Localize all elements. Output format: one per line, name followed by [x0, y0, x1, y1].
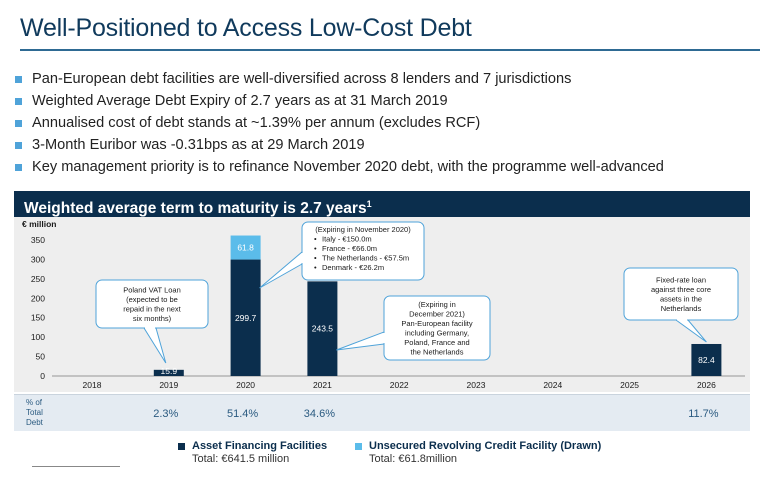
bar-value-label: 299.7: [235, 313, 257, 323]
callout-seam: [677, 318, 687, 321]
callout-pointer-dec2021: [336, 331, 385, 351]
callout-bullet-dot: •: [314, 263, 317, 272]
callout-text: six months): [133, 314, 172, 323]
y-tick-label: 350: [31, 235, 45, 245]
callout-seam: [383, 333, 386, 343]
callout-text: The Netherlands - €57.5m: [322, 254, 409, 263]
x-tick-label: 2018: [83, 380, 102, 390]
bullet-square-icon: [15, 120, 22, 127]
pct-row-label: Debt: [26, 418, 44, 427]
bullet-square-icon: [15, 142, 22, 149]
callout-text: Denmark - €26.2m: [322, 263, 384, 272]
bullet-square-icon: [15, 164, 22, 171]
callout-text: assets in the: [660, 295, 702, 304]
callout-text: Poland VAT Loan: [123, 286, 181, 295]
y-tick-label: 150: [31, 313, 45, 323]
callout-bullet-dot: •: [314, 254, 317, 263]
legend-rcf-swatch: [355, 443, 362, 450]
x-tick-label: 2023: [467, 380, 486, 390]
bullet-item: Weighted Average Debt Expiry of 2.7 year…: [14, 90, 664, 112]
callout-text: Poland, France and: [404, 338, 469, 347]
x-tick-label: 2025: [620, 380, 639, 390]
x-tick-label: 2021: [313, 380, 332, 390]
callout-text: France - €66.0m: [322, 244, 377, 253]
callout-box-nov2020: [301, 221, 425, 281]
bullet-item: Pan-European debt facilities are well-di…: [14, 68, 664, 90]
x-tick-label: 2024: [543, 380, 562, 390]
callout-text: the Netherlands: [411, 348, 464, 357]
callout-bullet-dot: •: [314, 235, 317, 244]
legend-rcf-label: Unsecured Revolving Credit Facility (Dra…: [369, 440, 602, 452]
callout-pointer-fixed2026: [674, 319, 707, 343]
bar-value-label: 243.5: [312, 324, 334, 334]
pct-of-total-value: 11.7%: [688, 408, 719, 420]
pct-of-total-value: 34.6%: [304, 408, 335, 420]
bullet-square-icon: [15, 76, 22, 83]
bullet-item: 3-Month Euribor was -0.31bps as at 29 Ma…: [14, 134, 664, 156]
bar-asset-2020: [230, 259, 261, 376]
callout-text: including Germany,: [405, 329, 469, 338]
callout-text: (Expiring in November 2020): [315, 225, 411, 234]
footnote-rule: [32, 466, 120, 467]
chart-banner: Weighted average term to maturity is 2.7…: [14, 191, 750, 217]
callout-text: Pan-European facility: [401, 319, 473, 328]
callout-seam: [301, 253, 304, 263]
callout-text: (Expiring in: [418, 300, 456, 309]
page-title: Well-Positioned to Access Low-Cost Debt: [20, 14, 472, 42]
y-tick-label: 0: [40, 371, 45, 381]
callout-text: Netherlands: [661, 304, 702, 313]
callout-pointer-nov2020: [259, 250, 303, 289]
y-tick-label: 200: [31, 293, 45, 303]
x-tick-label: 2019: [159, 380, 178, 390]
y-tick-label: 300: [31, 254, 45, 264]
bar-rcf-2020: [230, 235, 261, 260]
bar-value-label: 61.8: [237, 243, 254, 253]
callout-pointer-poland: [143, 327, 167, 364]
callout-text: repaid in the next: [123, 305, 181, 314]
pct-of-total-value: 51.4%: [227, 408, 258, 420]
x-tick-label: 2026: [697, 380, 716, 390]
pct-row-label: Total: [26, 408, 43, 417]
callout-text: December 2021): [409, 310, 465, 319]
x-tick-label: 2022: [390, 380, 409, 390]
callout-box-dec2021: [383, 295, 491, 361]
callout-text: (expected to be: [126, 295, 178, 304]
bullet-item: Key management priority is to refinance …: [14, 156, 664, 178]
y-axis-label: € million: [22, 219, 56, 229]
legend-asset-swatch: [178, 443, 185, 450]
callout-text: Italy - €150.0m: [322, 235, 372, 244]
bar-value-label: 15.9: [161, 366, 178, 376]
callout-seam: [145, 326, 155, 329]
pct-of-total-row: [14, 394, 750, 431]
pct-of-total-value: 2.3%: [153, 408, 178, 420]
bar-asset-2021: [307, 281, 338, 376]
y-tick-label: 250: [31, 274, 45, 284]
bar-asset-2026: [691, 343, 722, 376]
chart-banner-footnote: 1: [366, 199, 372, 209]
bullet-item: Annualised cost of debt stands at ~1.39%…: [14, 112, 664, 134]
callout-bullet-dot: •: [314, 244, 317, 253]
y-tick-label: 50: [36, 352, 46, 362]
chart-banner-text: Weighted average term to maturity is 2.7…: [24, 200, 367, 217]
legend-rcf-total: Total: €61.8million: [369, 453, 458, 465]
callout-text: Fixed-rate loan: [656, 276, 706, 285]
bullet-square-icon: [15, 98, 22, 105]
bar-value-label: 82.4: [698, 355, 715, 365]
title-underline: [20, 49, 760, 51]
x-tick-label: 2020: [236, 380, 255, 390]
bar-asset-2019: [153, 369, 184, 376]
y-tick-label: 100: [31, 332, 45, 342]
legend-asset-label: Asset Financing Facilities: [192, 440, 328, 452]
callout-text: against three core: [651, 285, 711, 294]
bullet-list: Pan-European debt facilities are well-di…: [14, 68, 664, 178]
pct-row-label: % of: [26, 398, 43, 407]
legend-asset-total: Total: €641.5 million: [192, 453, 290, 465]
